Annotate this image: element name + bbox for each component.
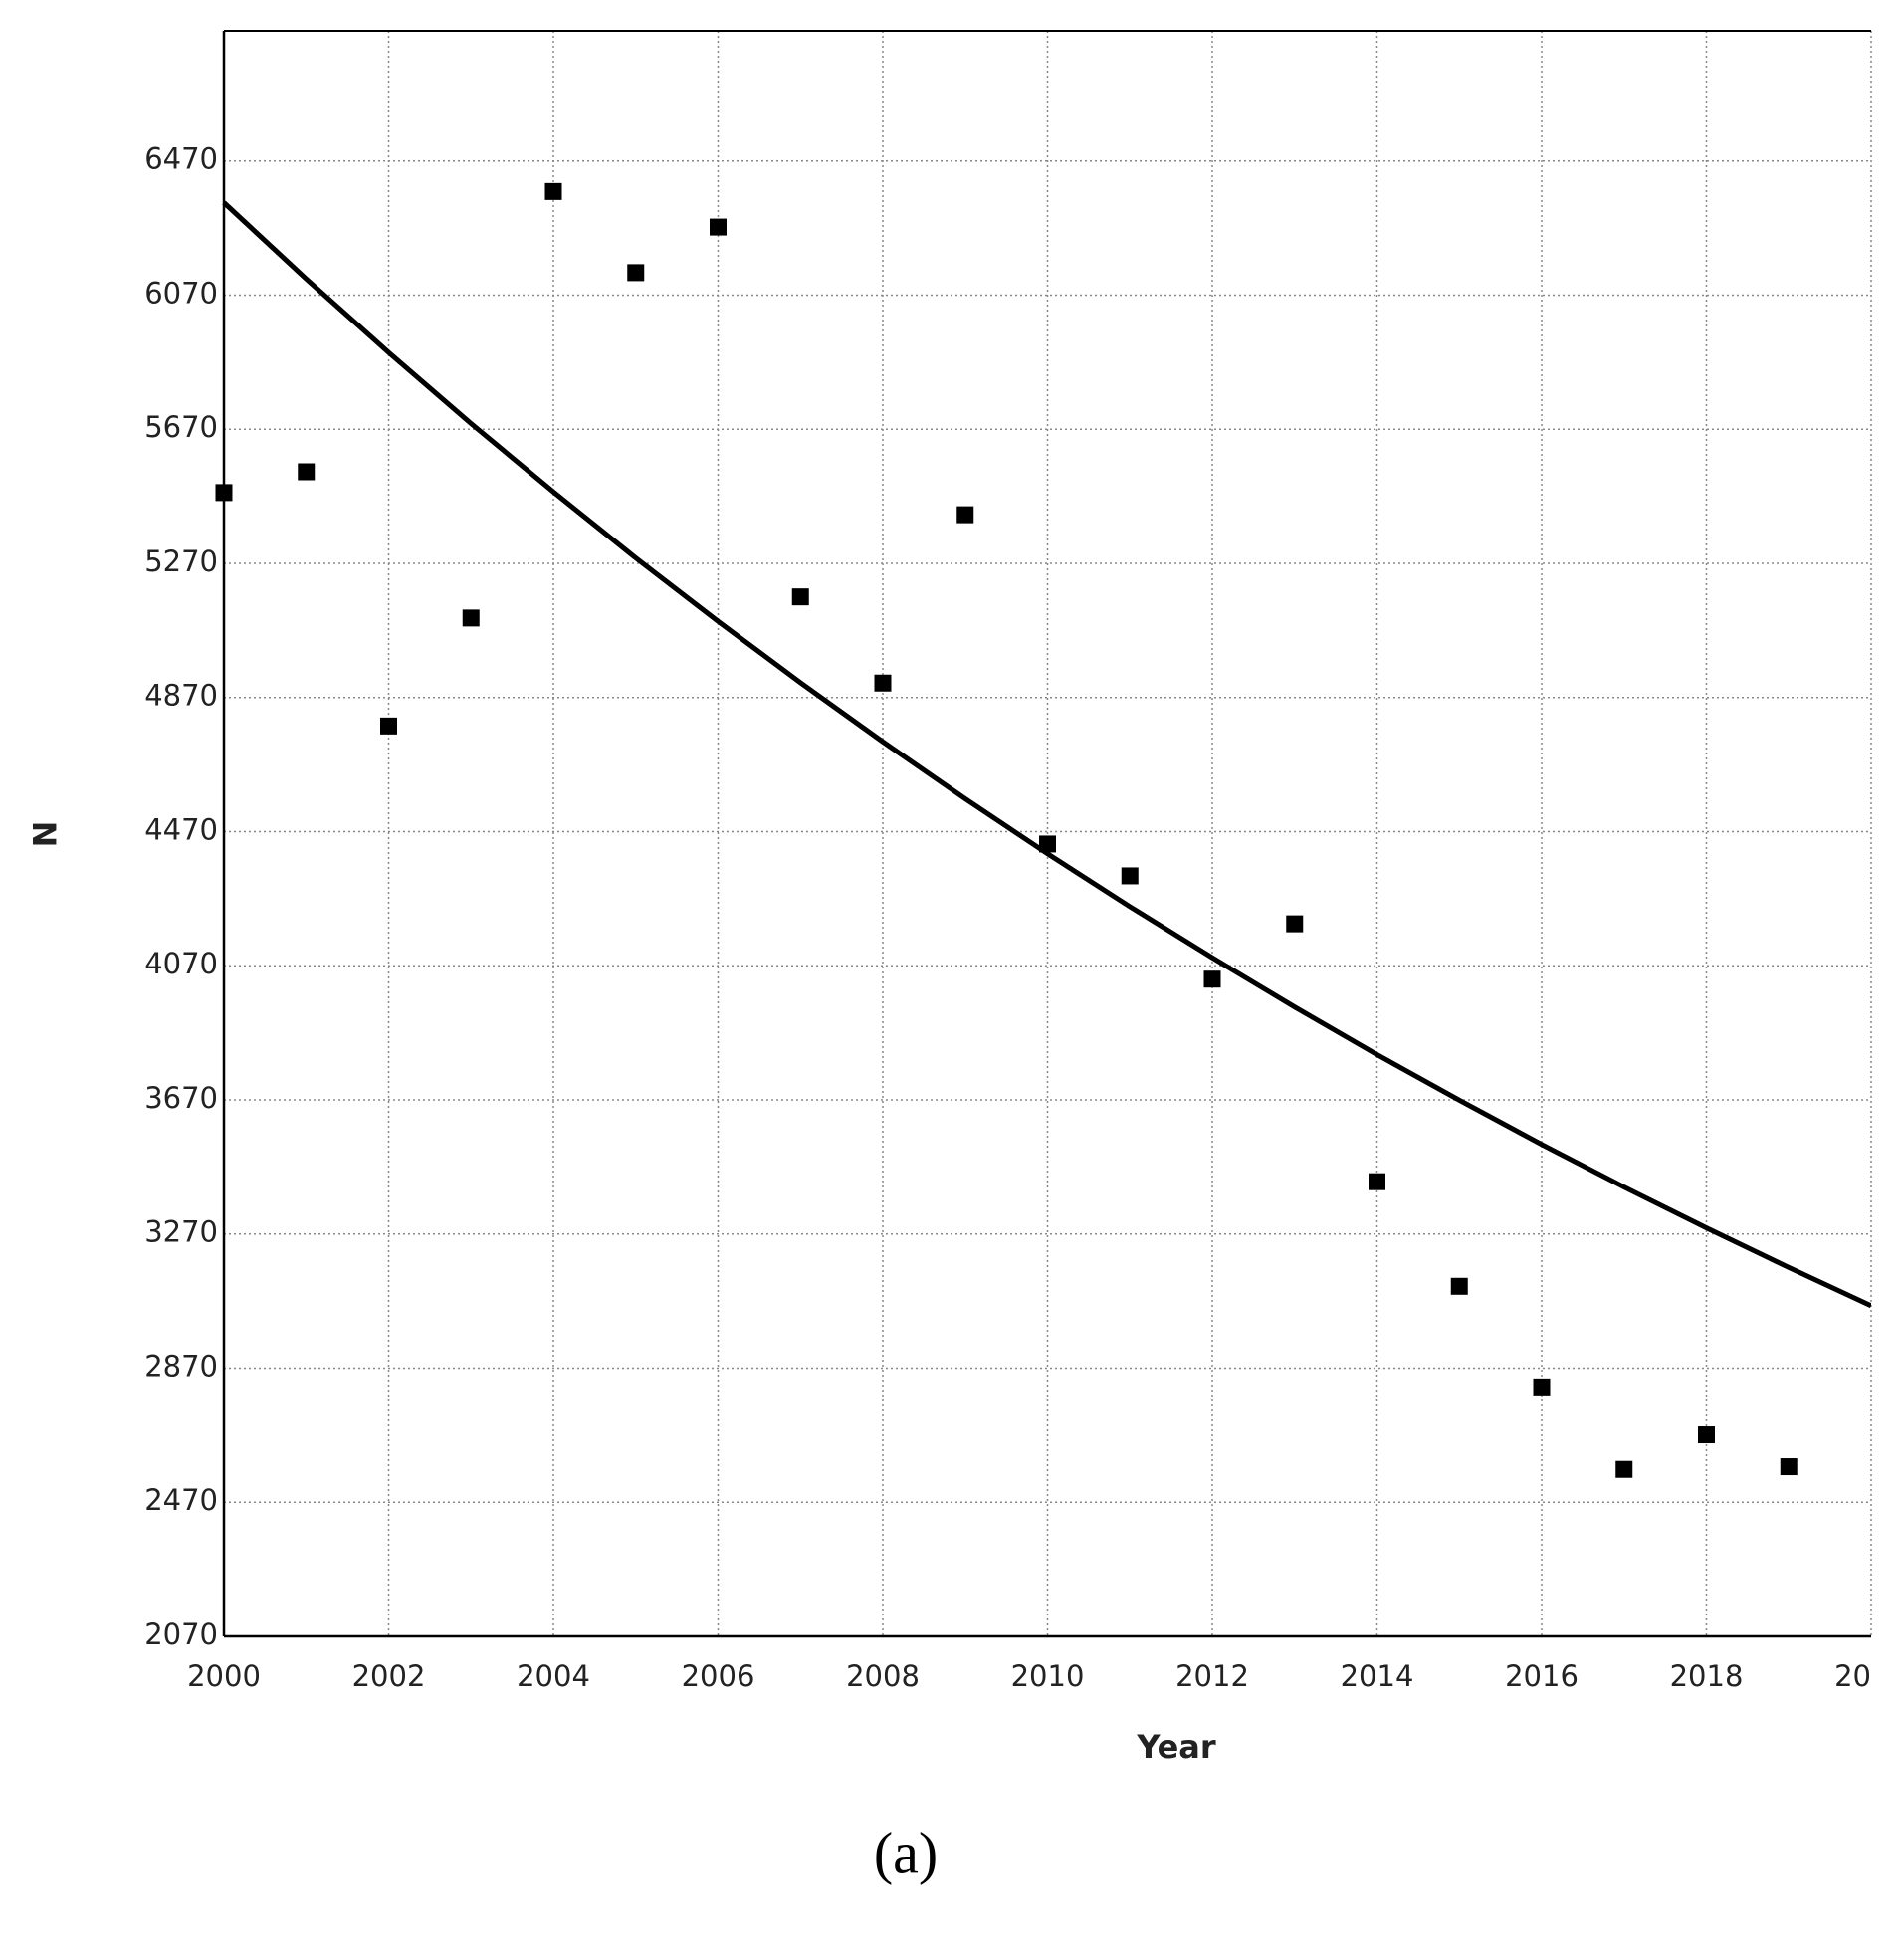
y-tick-label: 3270: [144, 1215, 218, 1249]
point: [1121, 867, 1139, 885]
point: [1203, 970, 1221, 988]
y-tick-label: 2070: [144, 1617, 218, 1651]
point: [380, 717, 397, 735]
point: [1780, 1458, 1798, 1476]
x-tick-label: 2002: [352, 1659, 426, 1693]
point: [1369, 1173, 1385, 1190]
y-tick-label: 2870: [144, 1349, 218, 1383]
point: [1286, 915, 1304, 933]
x-tick-label: 2016: [1505, 1659, 1579, 1693]
point: [1615, 1460, 1633, 1478]
point: [215, 484, 233, 502]
y-tick-label: 4470: [144, 812, 218, 846]
point: [710, 218, 727, 236]
x-tick-label: 2006: [682, 1659, 755, 1693]
x-axis-label: Year: [1136, 1728, 1216, 1766]
x-tick-label: 2008: [846, 1659, 920, 1693]
point: [956, 506, 974, 524]
y-tick-label: 3670: [144, 1081, 218, 1115]
point: [544, 182, 562, 200]
fit-curve: [222, 200, 1871, 1309]
x-tick-label: 2020: [1834, 1659, 1904, 1693]
point: [874, 674, 892, 692]
point: [791, 588, 809, 606]
y-tick-label: 2470: [144, 1483, 218, 1517]
point: [298, 463, 316, 481]
y-tick-label: 6470: [144, 142, 218, 176]
y-tick-label: 5270: [144, 544, 218, 578]
grid: [223, 31, 1872, 1637]
y-tick-label: 4070: [144, 947, 218, 980]
caption: (a): [874, 1821, 938, 1885]
point: [627, 264, 645, 282]
x-tick-labels: 2000 2002 2004 2006 2008 2010 2012 2014 2016 2018…: [187, 1659, 1904, 1693]
point: [1698, 1426, 1715, 1444]
y-tick-label: 4870: [144, 679, 218, 713]
y-axis-label: N: [25, 821, 63, 848]
x-tick-label: 2000: [187, 1659, 261, 1693]
x-tick-label: 2018: [1670, 1659, 1744, 1693]
point: [1450, 1277, 1468, 1295]
y-tick-label: 6070: [144, 276, 218, 310]
x-tick-label: 2010: [1011, 1659, 1085, 1693]
y-tick-label: 5670: [144, 410, 218, 444]
point: [1533, 1378, 1551, 1396]
x-tick-label: 2004: [517, 1659, 590, 1693]
point: [462, 609, 480, 627]
x-tick-label: 2012: [1175, 1659, 1249, 1693]
x-tick-label: 2014: [1341, 1659, 1414, 1693]
